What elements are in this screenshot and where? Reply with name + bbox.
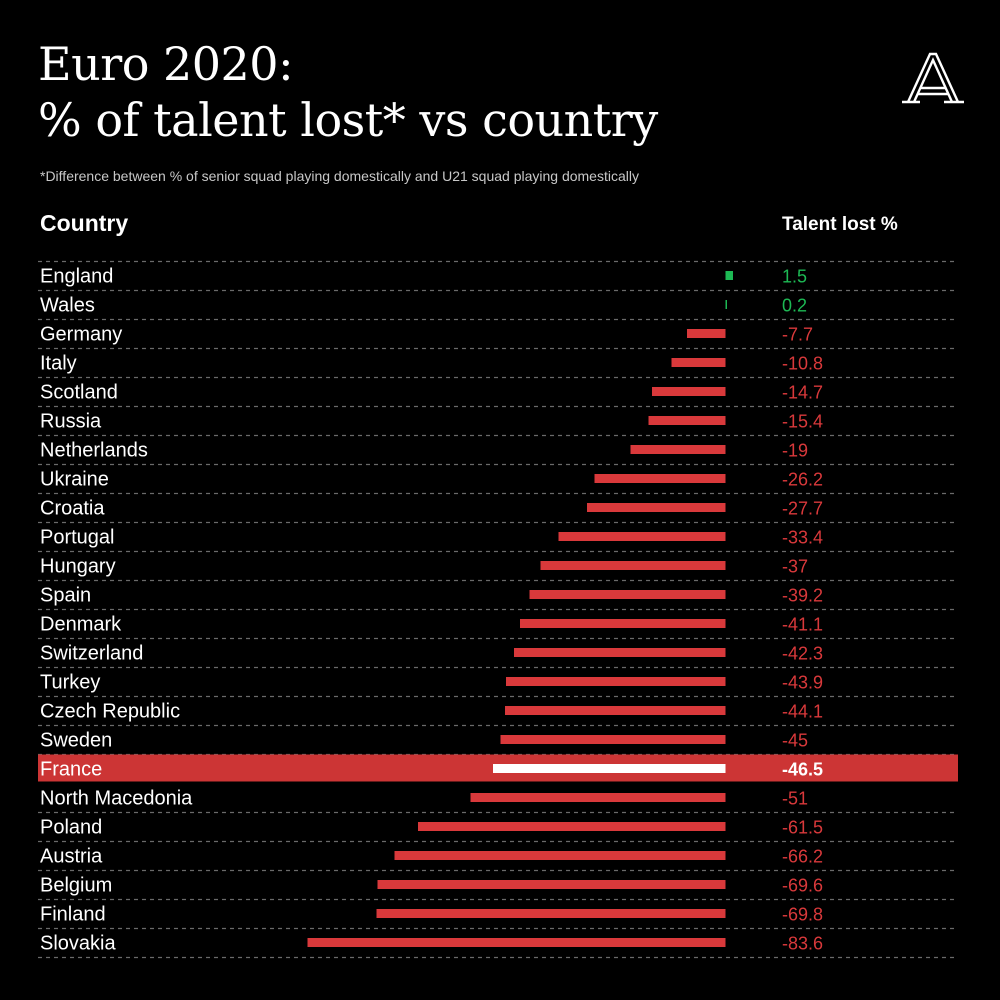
value-label: -83.6 <box>782 934 823 954</box>
country-label: Spain <box>40 585 91 607</box>
country-label: Finland <box>40 904 106 926</box>
bar <box>307 938 726 947</box>
country-label: Scotland <box>40 382 118 404</box>
bar <box>520 619 726 628</box>
title-line-1: Euro 2020: <box>38 37 294 91</box>
country-label: North Macedonia <box>40 788 193 810</box>
country-label: Germany <box>40 324 122 346</box>
bar <box>500 735 726 744</box>
bar <box>540 561 726 570</box>
country-label: Wales <box>40 295 95 317</box>
value-label: -33.4 <box>782 528 823 548</box>
value-label: 1.5 <box>782 267 807 287</box>
country-label: Poland <box>40 817 102 839</box>
country-label: Belgium <box>40 875 112 897</box>
bar <box>671 358 726 367</box>
value-label: -37 <box>782 557 808 577</box>
bar <box>514 648 726 657</box>
country-label: Portugal <box>40 527 115 549</box>
value-label: 0.2 <box>782 296 807 316</box>
value-label: -19 <box>782 441 808 461</box>
value-label: -45 <box>782 731 808 751</box>
country-label: Italy <box>40 353 77 375</box>
bar <box>558 532 726 541</box>
value-label: -27.7 <box>782 499 823 519</box>
country-label: Turkey <box>40 672 100 694</box>
value-label: -39.2 <box>782 586 823 606</box>
bar <box>394 851 726 860</box>
value-label: -66.2 <box>782 847 823 867</box>
value-label: -10.8 <box>782 354 823 374</box>
bar <box>470 793 726 802</box>
bar <box>725 271 733 280</box>
value-label: -15.4 <box>782 412 823 432</box>
bar <box>505 706 726 715</box>
country-label: Netherlands <box>40 440 148 462</box>
bar <box>594 474 726 483</box>
bar <box>630 445 726 454</box>
publisher-logo-icon <box>902 52 964 104</box>
country-label: Switzerland <box>40 643 143 665</box>
country-label: Ukraine <box>40 469 109 491</box>
value-label: -69.8 <box>782 905 823 925</box>
chart-subtitle: *Difference between % of senior squad pl… <box>40 168 639 184</box>
value-label: -7.7 <box>782 325 813 345</box>
title-line-2: % of talent lost* vs country <box>38 93 658 147</box>
country-label: Austria <box>40 846 103 868</box>
value-label: -14.7 <box>782 383 823 403</box>
country-label: England <box>40 266 113 288</box>
value-label: -44.1 <box>782 702 823 722</box>
bar <box>376 909 726 918</box>
bar <box>687 329 726 338</box>
bar <box>648 416 726 425</box>
country-label: Denmark <box>40 614 122 636</box>
bar <box>493 764 726 773</box>
country-label: Sweden <box>40 730 112 752</box>
bar <box>377 880 726 889</box>
column-header-country: Country <box>40 210 129 236</box>
chart-title: Euro 2020: % of talent lost* vs country <box>38 36 658 148</box>
column-header-talent-lost: Talent lost % <box>782 214 898 235</box>
bar <box>418 822 726 831</box>
country-label: Russia <box>40 411 102 433</box>
value-label: -61.5 <box>782 818 823 838</box>
bar <box>725 300 727 309</box>
country-label: France <box>40 759 102 781</box>
value-label: -69.6 <box>782 876 823 896</box>
bar <box>587 503 726 512</box>
value-label: -41.1 <box>782 615 823 635</box>
value-label: -46.5 <box>782 760 823 780</box>
bar <box>529 590 726 599</box>
country-label: Hungary <box>40 556 116 578</box>
value-label: -26.2 <box>782 470 823 490</box>
country-label: Czech Republic <box>40 701 180 723</box>
bar <box>506 677 726 686</box>
country-label: Slovakia <box>40 933 116 955</box>
bar <box>652 387 726 396</box>
country-label: Croatia <box>40 498 105 520</box>
value-label: -43.9 <box>782 673 823 693</box>
value-label: -42.3 <box>782 644 823 664</box>
value-label: -51 <box>782 789 808 809</box>
